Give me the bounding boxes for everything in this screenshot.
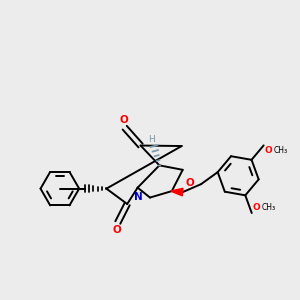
Text: CH₃: CH₃: [274, 146, 288, 155]
Text: O: O: [112, 225, 121, 235]
Text: O: O: [265, 146, 272, 155]
Polygon shape: [172, 188, 183, 196]
Text: O: O: [185, 178, 194, 188]
Text: O: O: [119, 115, 128, 125]
Text: H: H: [148, 135, 155, 144]
Text: N: N: [134, 192, 143, 202]
Text: CH₃: CH₃: [262, 203, 276, 212]
Text: O: O: [253, 203, 260, 212]
